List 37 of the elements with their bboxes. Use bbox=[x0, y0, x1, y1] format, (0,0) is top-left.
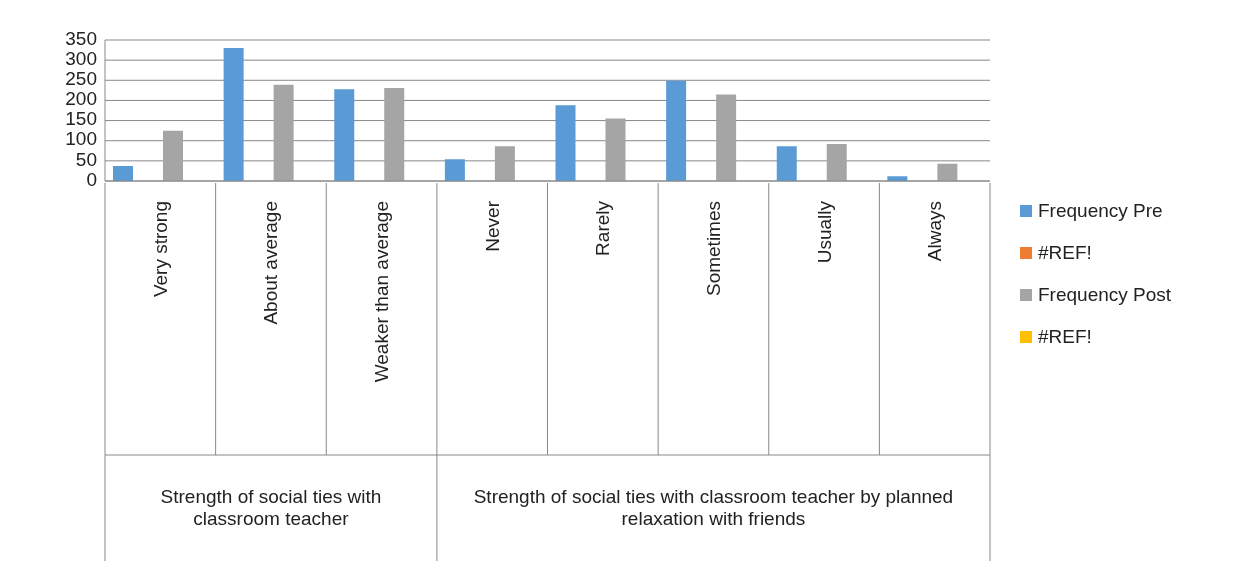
legend-label: #REF! bbox=[1037, 326, 1093, 348]
x-tick-label: Very strong bbox=[149, 201, 171, 298]
bar bbox=[826, 143, 847, 181]
y-tick-label: 50 bbox=[75, 148, 97, 170]
x-tick-label: Weaker than average bbox=[371, 201, 393, 383]
bar bbox=[334, 89, 355, 181]
y-tick-label: 300 bbox=[65, 47, 97, 69]
text: Strength of social ties with classroom teacher bbox=[159, 485, 383, 531]
x-tick-label: About average bbox=[260, 201, 282, 325]
x-tick-label: Usually bbox=[813, 200, 835, 264]
y-tick-label: 200 bbox=[65, 88, 97, 110]
bar bbox=[444, 159, 465, 181]
bar bbox=[384, 87, 405, 181]
bar bbox=[605, 118, 626, 181]
legend-label: Frequency Post bbox=[1037, 284, 1173, 306]
bar bbox=[163, 130, 183, 181]
bar bbox=[494, 146, 515, 181]
bar bbox=[666, 80, 687, 181]
y-tick-label: 250 bbox=[65, 68, 97, 90]
x-tick-label: Never bbox=[481, 200, 503, 252]
x-tick-label: Sometimes bbox=[702, 201, 724, 297]
bar bbox=[223, 48, 244, 181]
x-tick-label: Rarely bbox=[592, 200, 614, 256]
y-tick-label: 100 bbox=[65, 128, 97, 150]
y-tick-label: 150 bbox=[65, 108, 97, 130]
legend-label: Frequency Pre bbox=[1037, 200, 1164, 222]
text: Strength of social ties with classroom teacher by planned relaxation with friends bbox=[472, 485, 955, 531]
bar bbox=[776, 146, 797, 181]
bar bbox=[937, 163, 958, 181]
bar bbox=[716, 94, 737, 181]
bar bbox=[555, 105, 576, 181]
x-tick-label: Always bbox=[924, 201, 946, 262]
bar bbox=[113, 166, 133, 181]
y-tick-label: 350 bbox=[65, 27, 97, 49]
legend-label: #REF! bbox=[1037, 242, 1093, 264]
y-tick-label: 0 bbox=[86, 168, 97, 190]
bar bbox=[273, 84, 294, 181]
